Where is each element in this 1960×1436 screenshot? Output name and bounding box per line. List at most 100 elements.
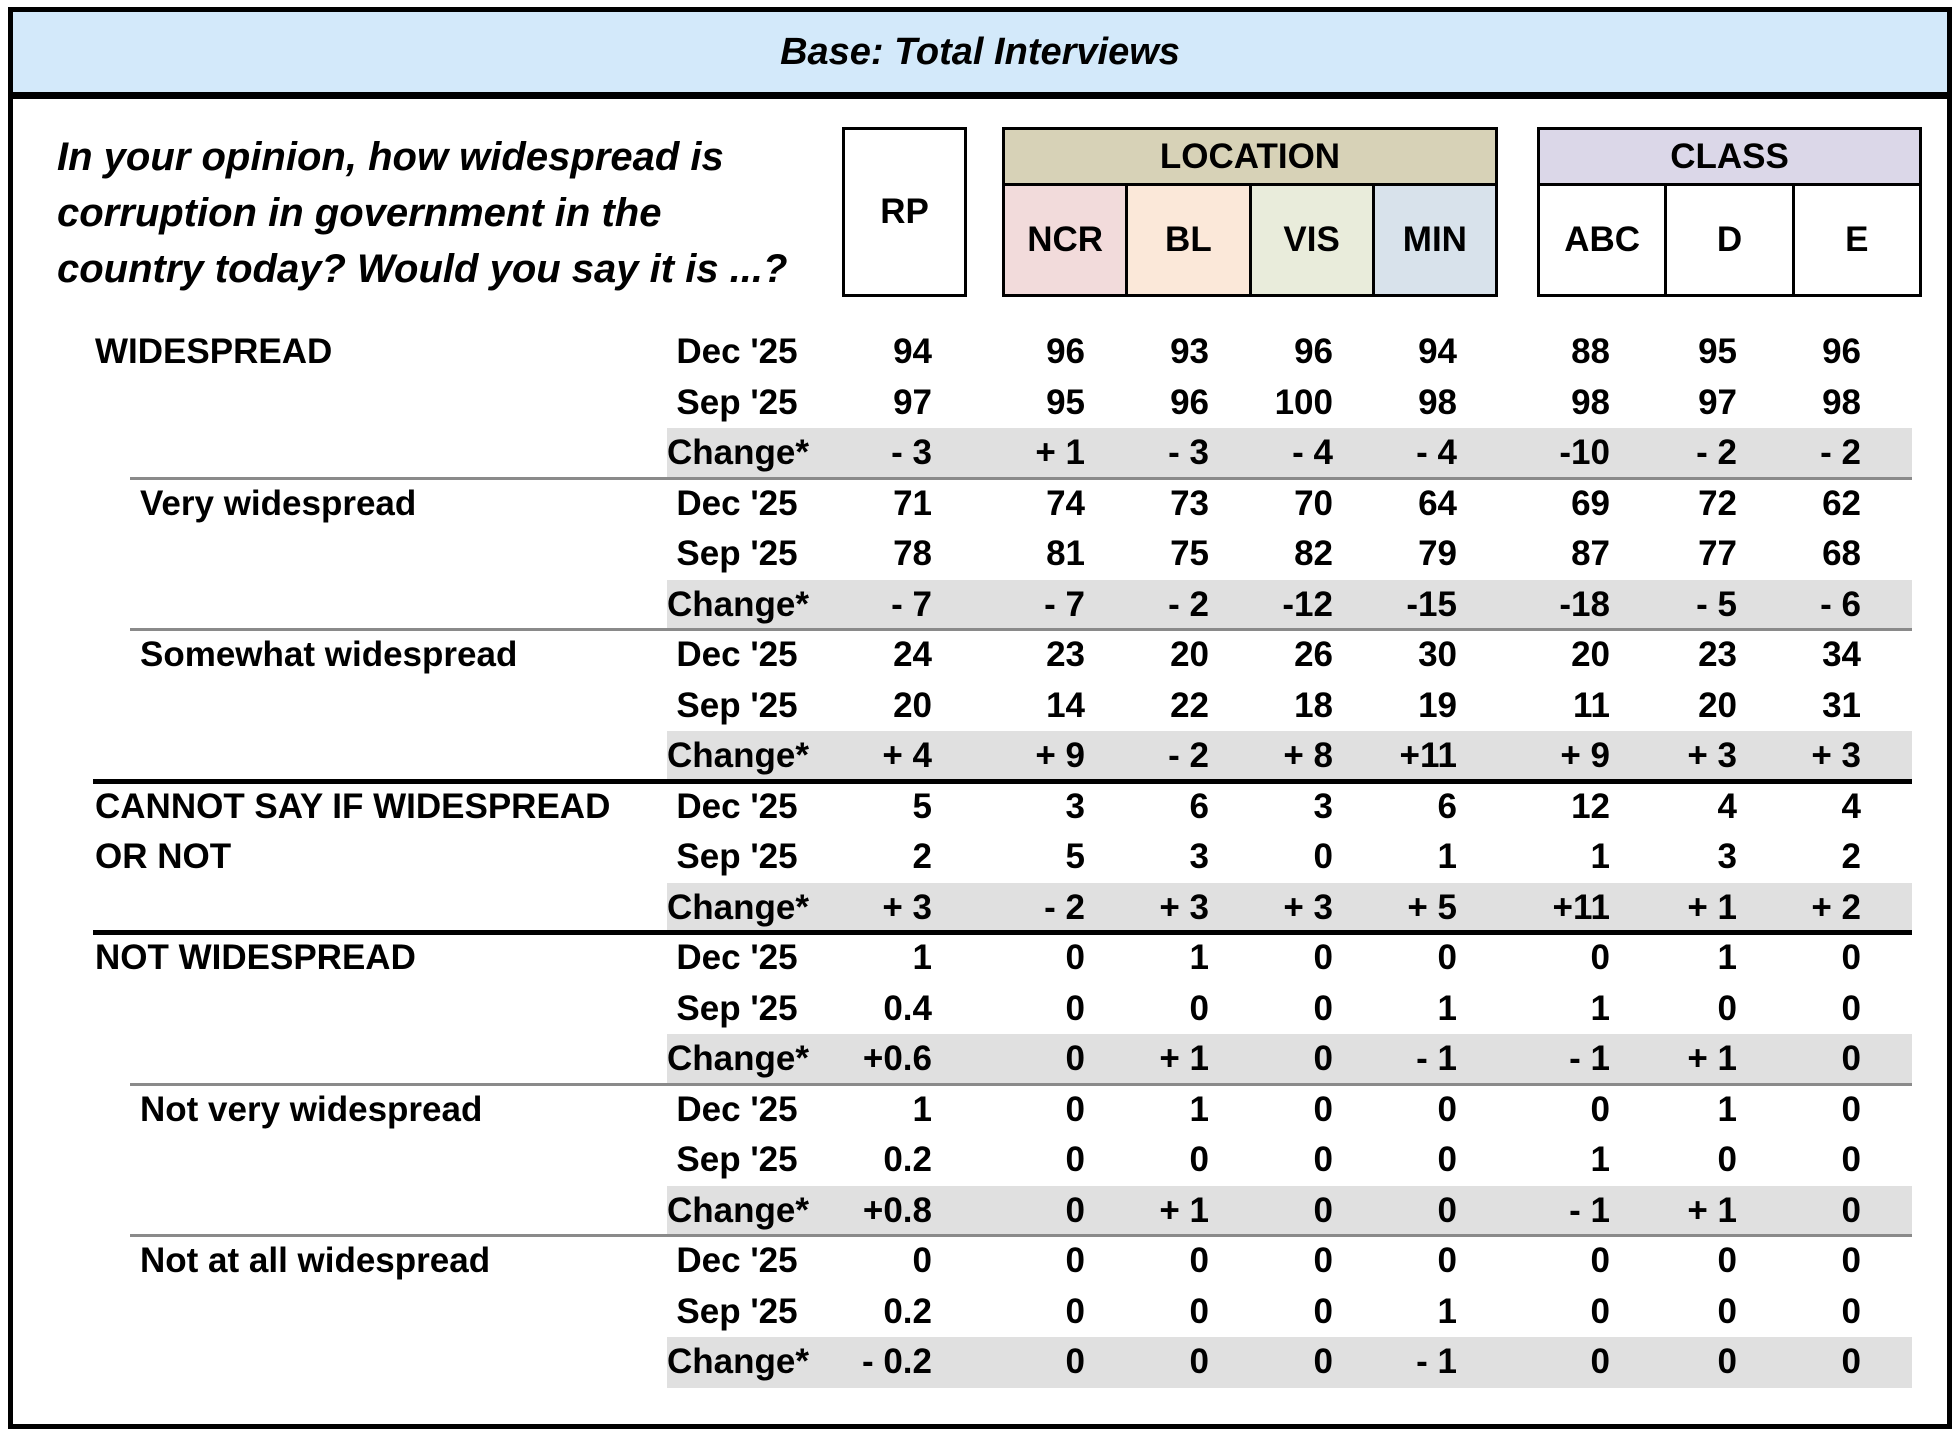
row-label: Very widespread [140, 483, 417, 523]
value-cell-d: 0 [1717, 1342, 1737, 1381]
table-row: NOT WIDESPREAD Dec '25 1 0 1 0 0 0 1 0 [13, 930, 1947, 984]
value-cell-abc: 87 [1571, 534, 1610, 573]
value-cell-abc: 1 [1590, 988, 1610, 1028]
value-cell-min: 30 [1418, 635, 1457, 674]
value-cell-bl: 20 [1170, 635, 1209, 674]
class-subheaders: ABC D E [1540, 186, 1919, 294]
value-cell-bl: 1 [1189, 1089, 1209, 1129]
period-label: Change* [667, 887, 809, 927]
change-row-shading [667, 1185, 1912, 1236]
value-cell-bl: 3 [1189, 837, 1209, 876]
value-cell-abc: 0 [1590, 1291, 1610, 1331]
value-cell-bl: 73 [1170, 483, 1209, 523]
class-group-label: CLASS [1670, 136, 1789, 176]
value-cell-e: 2 [1841, 837, 1861, 876]
value-cell-rp: 0.2 [883, 1291, 932, 1331]
value-cell-vis: 26 [1294, 635, 1333, 674]
table-row: WIDESPREAD Dec '25 94 96 93 96 94 88 95 … [13, 327, 1947, 378]
value-cell-bl: 0 [1189, 1241, 1209, 1280]
value-cell-vis: 82 [1294, 534, 1333, 573]
value-cell-rp: 24 [893, 635, 932, 674]
value-cell-e: 34 [1822, 635, 1861, 674]
value-cell-rp: 2 [912, 837, 932, 876]
value-cell-rp: 20 [893, 685, 932, 725]
value-cell-e: 0 [1841, 1140, 1861, 1179]
value-cell-vis: 18 [1294, 685, 1333, 725]
value-cell-rp: 94 [893, 332, 932, 371]
location-subheaders: NCR BL VIS MIN [1005, 186, 1495, 294]
period-label: Change* [667, 433, 809, 472]
value-cell-vis: 70 [1294, 483, 1333, 523]
value-cell-min: +11 [1399, 736, 1457, 775]
value-cell-min: - 4 [1416, 433, 1457, 472]
period-label: Change* [667, 1190, 809, 1230]
value-cell-rp: - 0.2 [861, 1342, 932, 1381]
value-cell-e: + 3 [1811, 736, 1861, 775]
value-cell-rp: + 3 [882, 887, 932, 927]
value-cell-ncr: 0 [1065, 1241, 1085, 1280]
value-cell-abc: - 1 [1569, 1039, 1610, 1078]
value-cell-abc: 0 [1590, 938, 1610, 977]
value-cell-min: 1 [1437, 988, 1457, 1028]
period-label: Sep '25 [676, 685, 798, 725]
table-row: Change* + 4 + 9 - 2 + 8 +11 + 9 + 3 + 3 [13, 731, 1947, 782]
table-row: Change* +0.8 0 + 1 0 0 - 1 + 1 0 [13, 1185, 1947, 1236]
row-label: WIDESPREAD [95, 332, 333, 371]
value-cell-vis: 0 [1313, 1039, 1333, 1078]
value-cell-bl: 0 [1189, 1291, 1209, 1331]
value-cell-bl: 93 [1170, 332, 1209, 371]
value-cell-ncr: 23 [1046, 635, 1085, 674]
column-header-vis: VIS [1251, 186, 1375, 294]
table-row: Not very widespread Dec '25 1 0 1 0 0 0 … [13, 1082, 1947, 1136]
value-cell-ncr: 0 [1065, 1089, 1085, 1129]
value-cell-abc: 20 [1571, 635, 1610, 674]
value-cell-min: 64 [1418, 483, 1457, 523]
value-cell-d: 0 [1717, 1241, 1737, 1280]
value-cell-vis: 0 [1313, 938, 1333, 977]
value-cell-bl: 1 [1189, 938, 1209, 977]
question-line: In your opinion, how widespread is [57, 135, 724, 179]
subgroup-separator-line [130, 476, 1912, 480]
column-header-min: MIN [1374, 186, 1495, 294]
value-cell-e: - 6 [1820, 584, 1861, 624]
table-row: Sep '25 0.2 0 0 0 0 1 0 0 [13, 1135, 1947, 1186]
value-cell-e: - 2 [1820, 433, 1861, 472]
question-line: country today? Would you say it is ...? [57, 247, 788, 291]
column-header-d: D [1667, 186, 1795, 294]
base-banner-title: Base: Total Interviews [780, 30, 1180, 73]
value-cell-d: 95 [1698, 332, 1737, 371]
value-cell-e: 0 [1841, 1291, 1861, 1331]
period-label: Sep '25 [676, 988, 798, 1028]
value-cell-d: 0 [1717, 988, 1737, 1028]
period-label: Sep '25 [676, 1140, 798, 1179]
column-header-ncr: NCR [1005, 186, 1129, 294]
group-separator-line [93, 778, 1912, 784]
value-cell-ncr: 3 [1065, 786, 1085, 826]
value-cell-d: + 1 [1687, 1190, 1737, 1230]
value-cell-bl: + 1 [1159, 1190, 1209, 1230]
value-cell-d: 3 [1717, 837, 1737, 876]
value-cell-abc: 0 [1590, 1089, 1610, 1129]
table-row: CANNOT SAY IF WIDESPREAD Dec '25 5 3 6 3… [13, 778, 1947, 833]
value-cell-vis: 0 [1313, 988, 1333, 1028]
value-cell-e: 0 [1841, 1089, 1861, 1129]
period-label: Change* [667, 1342, 809, 1381]
group-separator-line [93, 930, 1912, 935]
table-row: Change* + 3 - 2 + 3 + 3 + 5 +11 + 1 + 2 [13, 882, 1947, 933]
value-cell-rp: 5 [912, 786, 932, 826]
value-cell-e: 62 [1822, 483, 1861, 523]
value-cell-abc: +11 [1552, 887, 1610, 927]
value-cell-bl: 75 [1170, 534, 1209, 573]
change-row-shading [667, 731, 1912, 782]
value-cell-ncr: + 1 [1035, 433, 1085, 472]
value-cell-ncr: 0 [1065, 1140, 1085, 1179]
value-cell-abc: 88 [1571, 332, 1610, 371]
value-cell-e: 0 [1841, 1190, 1861, 1230]
table-row: OR NOT Sep '25 2 5 3 0 1 1 3 2 [13, 832, 1947, 883]
location-group-label: LOCATION [1159, 136, 1341, 176]
value-cell-bl: + 3 [1159, 887, 1209, 927]
class-group-header: CLASS [1540, 130, 1919, 186]
value-cell-vis: 96 [1294, 332, 1333, 371]
value-cell-min: 1 [1437, 1291, 1457, 1331]
value-cell-rp: 0.4 [883, 988, 932, 1028]
